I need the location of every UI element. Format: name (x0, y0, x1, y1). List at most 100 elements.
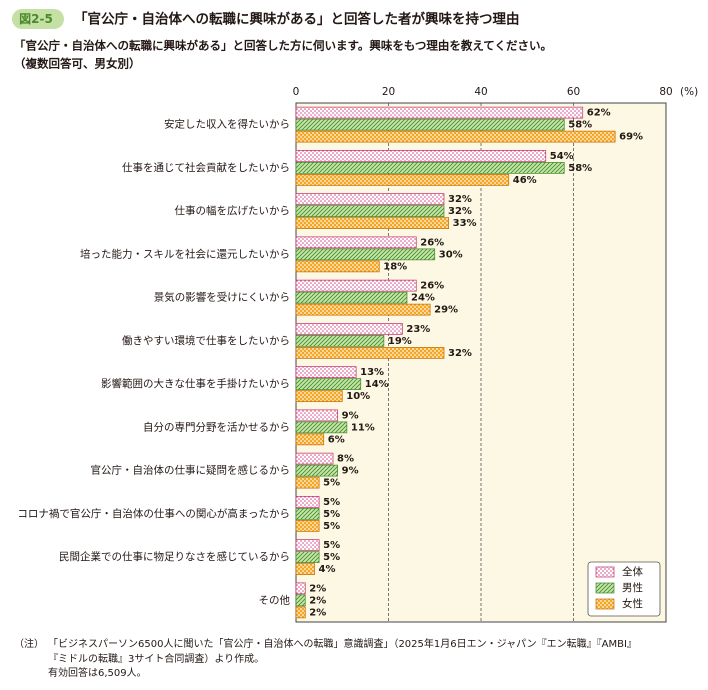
value-label: 23% (406, 324, 430, 335)
y-tick-label: 官公庁・自治体の仕事に疑問を感じるから (91, 464, 291, 477)
bar (295, 205, 445, 217)
badge: 図2-5 (19, 12, 53, 26)
bar (295, 248, 436, 261)
bar (295, 193, 445, 205)
note: 有効回答は6,509人。 (48, 666, 147, 679)
note-label: （注） (14, 637, 44, 650)
bar (295, 303, 431, 316)
bar (295, 606, 306, 619)
value-label: 19% (388, 336, 412, 347)
value-label: 26% (420, 281, 444, 292)
value-label: 5% (323, 509, 340, 520)
value-label: 24% (411, 293, 435, 304)
y-tick-label: 影響範囲の大きな仕事を手掛けたいから (101, 377, 290, 390)
bar (295, 551, 320, 563)
bar (295, 291, 408, 304)
bar (295, 594, 306, 607)
value-label: 9% (342, 410, 359, 421)
y-tick-label: 自分の専門分野を活かせるから (143, 420, 290, 433)
value-label: 4% (319, 564, 336, 575)
bar (295, 217, 449, 229)
x-tick-label: 40 (474, 86, 487, 98)
bar (295, 118, 565, 131)
y-tick-label: 仕事の幅を広げたいから (175, 204, 291, 217)
bar (295, 508, 320, 520)
bar (295, 174, 510, 186)
value-label: 9% (342, 466, 359, 477)
value-label: 5% (323, 540, 340, 551)
legend-swatch (595, 582, 615, 594)
value-label: 18% (383, 261, 407, 272)
value-label: 29% (434, 305, 458, 316)
bar (295, 390, 343, 402)
y-tick-label: 民間企業での仕事に物足りなさを感じているから (59, 550, 290, 563)
value-label: 14% (365, 379, 389, 390)
y-tick-label: 景気の影響を受けにくいから (154, 291, 290, 304)
bar (295, 378, 362, 390)
value-label: 26% (420, 237, 444, 248)
chart-title: 「官公庁・自治体への転職に興味がある」と回答した者が興味を持つ理由 (74, 11, 520, 28)
value-label: 58% (568, 163, 592, 174)
value-label: 58% (568, 120, 592, 131)
bar (295, 464, 338, 477)
value-label: 54% (550, 151, 574, 162)
value-label: 8% (337, 454, 354, 465)
value-label: 32% (448, 206, 472, 217)
legend-swatch (595, 598, 615, 610)
note: 「ビジネスパーソン6500人に聞いた「官公庁・自治体への転職」意識調査」（202… (48, 637, 637, 650)
legend-swatch (595, 566, 615, 578)
value-label: 2% (309, 607, 326, 618)
x-unit: (%) (680, 86, 698, 98)
value-label: 62% (587, 108, 611, 119)
value-label: 46% (513, 175, 537, 186)
value-label: 10% (346, 391, 370, 402)
y-tick-label: 働きやすい環境で仕事をしたいから (122, 334, 290, 347)
legend-label: 全体 (622, 565, 643, 578)
y-tick-label: 培った能力・スキルを社会に還元したいから (80, 247, 290, 260)
value-label: 11% (351, 422, 375, 433)
bar (295, 520, 320, 532)
value-label: 2% (309, 583, 326, 594)
value-label: 6% (328, 434, 345, 445)
bar (295, 539, 320, 551)
value-label: 30% (439, 249, 463, 260)
bar (295, 323, 403, 335)
y-tick-label: その他 (259, 593, 291, 606)
bar (295, 409, 338, 422)
bar (295, 582, 306, 595)
bar (295, 496, 320, 508)
x-tick-label: 0 (293, 86, 300, 98)
bar (295, 563, 315, 575)
bar (295, 476, 320, 489)
y-tick-label: コロナ禍で官公庁・自治体の仕事への関心が高まったから (17, 507, 290, 520)
value-label: 32% (448, 194, 472, 205)
x-tick-label: 20 (382, 86, 395, 98)
x-tick-label: 80 (659, 86, 672, 98)
badge-bg (12, 9, 64, 29)
bar (295, 162, 565, 174)
bar (295, 150, 547, 162)
bar (295, 347, 445, 359)
bar (295, 106, 584, 119)
value-label: 33% (453, 218, 477, 229)
bar (295, 366, 357, 378)
bar (295, 421, 348, 434)
value-label: 69% (619, 132, 643, 143)
subtitle: （複数回答可、男女別） (14, 57, 141, 71)
value-label: 13% (360, 367, 384, 378)
value-label: 5% (323, 552, 340, 563)
note: 『ミドルの転職』3サイト合同調査）より作成。 (48, 652, 264, 665)
value-label: 2% (309, 595, 326, 606)
x-tick-label: 60 (567, 86, 580, 98)
legend-label: 女性 (622, 597, 643, 610)
bar (295, 279, 417, 292)
value-label: 5% (323, 521, 340, 532)
y-tick-label: 安定した収入を得たいから (164, 118, 290, 131)
value-label: 5% (323, 478, 340, 489)
bar (295, 260, 380, 273)
bar (295, 236, 417, 249)
y-tick-label: 仕事を通じて社会貢献をしたいから (122, 161, 290, 174)
value-label: 32% (448, 348, 472, 359)
